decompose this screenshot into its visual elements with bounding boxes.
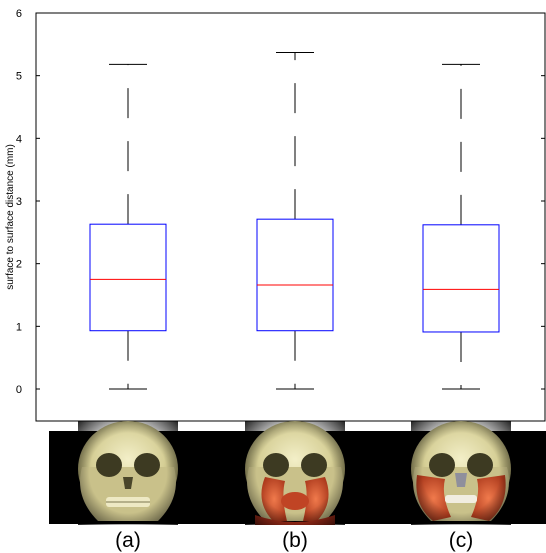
iqr-box-1 xyxy=(89,223,167,332)
y-axis: 0 1 2 3 4 5 6 xyxy=(16,8,545,396)
panel-labels: (a) (b) (c) xyxy=(115,529,473,552)
box-series xyxy=(89,51,500,390)
box-1 xyxy=(89,63,167,390)
panel-image-strip xyxy=(49,421,546,525)
skull-render-c xyxy=(411,421,511,525)
y-tick-label-1: 1 xyxy=(16,321,22,333)
y-axis-label: surface to surface distance (mm) xyxy=(5,144,16,290)
skull-render-a xyxy=(78,421,178,525)
y-tick-label-3: 3 xyxy=(16,196,22,208)
y-tick-label-2: 2 xyxy=(16,259,22,271)
iqr-box-2 xyxy=(256,218,334,332)
panel-label-a: (a) xyxy=(115,529,141,552)
iqr-box-3 xyxy=(422,224,500,333)
plot-area xyxy=(35,12,546,422)
y-tick-label-4: 4 xyxy=(16,133,22,145)
box-2 xyxy=(256,51,334,390)
y-tick-label-5: 5 xyxy=(16,71,22,83)
y-tick-label-0: 0 xyxy=(16,384,22,396)
y-tick-label-6: 6 xyxy=(16,8,22,20)
skull-render-b xyxy=(245,421,345,525)
box-3 xyxy=(422,63,500,390)
panel-label-c: (c) xyxy=(449,529,474,552)
panel-label-b: (b) xyxy=(282,529,308,552)
